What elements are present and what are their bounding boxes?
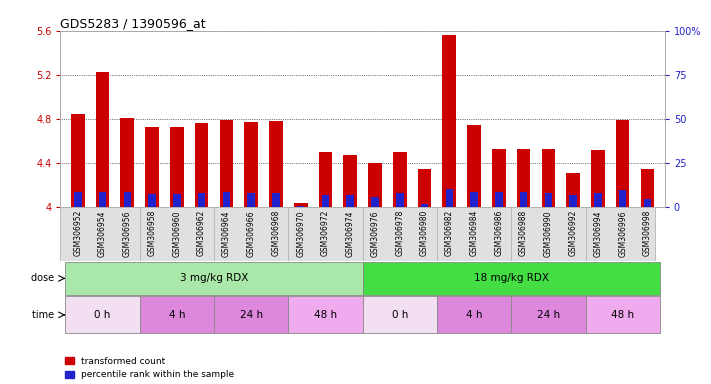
Bar (545, 193, 552, 207)
Bar (495, 192, 503, 207)
FancyBboxPatch shape (214, 296, 288, 333)
Text: 24 h: 24 h (240, 310, 263, 320)
Bar (570, 195, 577, 207)
Bar (198, 193, 205, 207)
Text: GSM306994: GSM306994 (594, 210, 602, 257)
Bar (96, 71, 109, 207)
Text: 18 mg/kg RDX: 18 mg/kg RDX (474, 273, 549, 283)
Text: GSM306980: GSM306980 (420, 210, 429, 257)
Text: GSM306962: GSM306962 (197, 210, 206, 257)
Text: GSM306960: GSM306960 (172, 210, 181, 257)
Bar (418, 169, 432, 207)
Text: GSM306986: GSM306986 (494, 210, 503, 257)
Bar (247, 193, 255, 207)
Bar (319, 152, 332, 207)
FancyBboxPatch shape (288, 296, 363, 333)
Text: GSM306976: GSM306976 (370, 210, 380, 257)
Bar (643, 199, 651, 207)
Bar (470, 192, 478, 207)
FancyBboxPatch shape (586, 296, 660, 333)
Text: GSM306992: GSM306992 (569, 210, 577, 257)
Text: 4 h: 4 h (466, 310, 482, 320)
Text: GDS5283 / 1390596_at: GDS5283 / 1390596_at (60, 17, 206, 30)
Bar (297, 206, 304, 207)
Bar (619, 190, 626, 207)
FancyBboxPatch shape (363, 262, 660, 295)
Text: GSM306968: GSM306968 (272, 210, 280, 257)
Text: 48 h: 48 h (314, 310, 337, 320)
Bar (567, 173, 580, 207)
Bar (346, 195, 354, 207)
Bar (492, 149, 506, 207)
Bar (591, 150, 605, 207)
Text: 24 h: 24 h (537, 310, 560, 320)
Bar (542, 149, 555, 207)
Bar (195, 124, 208, 207)
Bar (74, 192, 82, 207)
Bar (149, 194, 156, 207)
Text: GSM306954: GSM306954 (98, 210, 107, 257)
Text: GSM306956: GSM306956 (123, 210, 132, 257)
Text: time: time (31, 310, 57, 320)
Bar (272, 193, 279, 207)
Bar (616, 120, 629, 207)
Bar (321, 195, 329, 207)
Bar (173, 194, 181, 207)
Bar (245, 122, 258, 207)
FancyBboxPatch shape (363, 296, 437, 333)
Bar (145, 127, 159, 207)
Text: GSM306978: GSM306978 (395, 210, 405, 257)
Bar (517, 149, 530, 207)
Text: GSM306972: GSM306972 (321, 210, 330, 257)
FancyBboxPatch shape (511, 296, 586, 333)
Text: GSM306958: GSM306958 (148, 210, 156, 257)
Bar (421, 204, 428, 207)
FancyBboxPatch shape (65, 262, 363, 295)
Bar (294, 203, 307, 207)
Bar (594, 193, 602, 207)
Bar (467, 124, 481, 207)
FancyBboxPatch shape (437, 296, 511, 333)
Bar (343, 156, 357, 207)
Bar (269, 121, 283, 207)
Text: GSM306964: GSM306964 (222, 210, 231, 257)
Text: GSM306974: GSM306974 (346, 210, 355, 257)
Bar (170, 127, 183, 207)
Bar (442, 35, 456, 207)
FancyBboxPatch shape (139, 296, 214, 333)
Text: GSM306988: GSM306988 (519, 210, 528, 256)
Bar (223, 192, 230, 207)
FancyBboxPatch shape (65, 296, 139, 333)
Text: GSM306990: GSM306990 (544, 210, 553, 257)
Bar (220, 120, 233, 207)
Text: GSM306970: GSM306970 (296, 210, 305, 257)
Text: 3 mg/kg RDX: 3 mg/kg RDX (180, 273, 248, 283)
Text: GSM306982: GSM306982 (445, 210, 454, 256)
Text: 0 h: 0 h (95, 310, 111, 320)
Bar (71, 114, 85, 207)
FancyBboxPatch shape (60, 207, 655, 261)
Text: GSM306952: GSM306952 (73, 210, 82, 257)
Text: 48 h: 48 h (611, 310, 634, 320)
Text: 0 h: 0 h (392, 310, 408, 320)
Bar (446, 189, 453, 207)
Text: 4 h: 4 h (169, 310, 185, 320)
Bar (99, 192, 106, 207)
Bar (393, 152, 407, 207)
Bar (520, 192, 528, 207)
Bar (371, 197, 379, 207)
Bar (641, 169, 654, 207)
Text: dose: dose (31, 273, 57, 283)
Text: GSM306996: GSM306996 (618, 210, 627, 257)
Bar (396, 193, 404, 207)
Text: GSM306984: GSM306984 (469, 210, 479, 257)
Legend: transformed count, percentile rank within the sample: transformed count, percentile rank withi… (65, 357, 235, 379)
Bar (368, 163, 382, 207)
Bar (120, 118, 134, 207)
Bar (124, 192, 131, 207)
Text: GSM306998: GSM306998 (643, 210, 652, 257)
Text: GSM306966: GSM306966 (247, 210, 256, 257)
